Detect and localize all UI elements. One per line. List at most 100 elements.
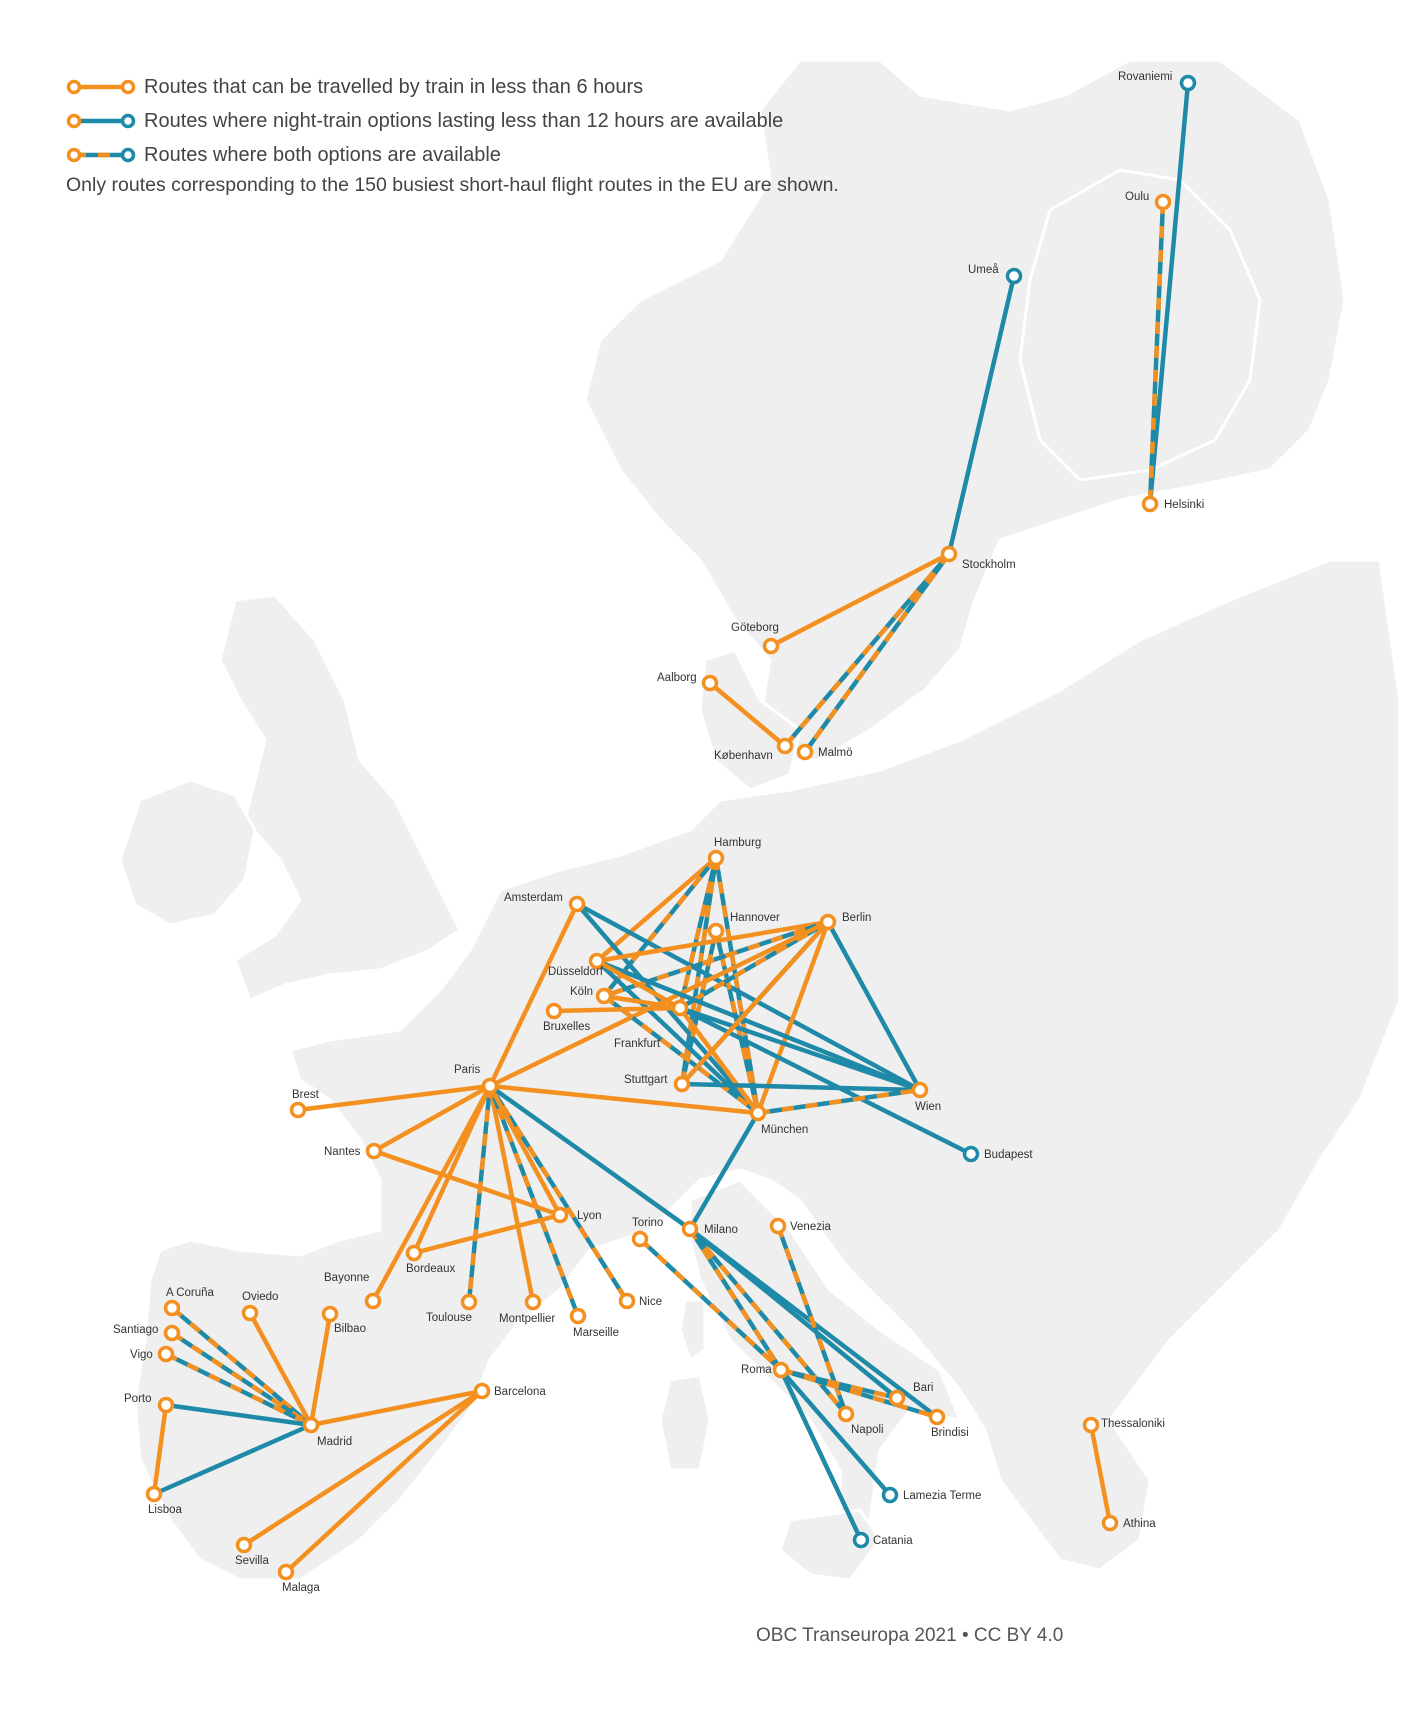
city-nice: Nice [618,1292,662,1310]
route-line-night [677,1005,923,1093]
city-hannover: Hannover [707,912,780,940]
city-marker [776,737,794,755]
route-line-night [778,1367,893,1498]
city-helsinki: Helsinki [1141,495,1204,513]
city-frankfurt: Frankfurt [614,999,689,1050]
city-label: Lyon [577,1210,602,1222]
route-rovaniemi-helsinki [1147,80,1191,507]
city-marker [460,1293,478,1311]
city-label: Bayonne [324,1272,369,1284]
city-aalborg: Aalborg [657,672,719,692]
city-nantes: Nantes [324,1142,383,1160]
route-dusseldorf-munchen [594,958,761,1116]
route-hamburg-munchen [713,855,761,1116]
city-milano: Milano [681,1220,738,1238]
route-line-both-dash [488,1084,629,1303]
city-torino: Torino [631,1217,663,1248]
city-label: Lamezia Terme [903,1490,981,1502]
city-sevilla: Sevilla [235,1536,269,1567]
city-label: Nice [639,1296,662,1308]
city-marker [681,1220,699,1238]
route-line-night [574,901,923,1093]
city-label: Sevilla [235,1555,269,1567]
city-label: Göteborg [731,622,779,634]
city-marker [524,1293,542,1311]
legend-swatch-train [66,79,136,95]
route-line-night [825,919,923,1093]
city-label: Oviedo [242,1291,278,1303]
city-marker [405,1244,423,1262]
city-label: Catania [873,1535,913,1547]
route-munchen-wien [755,1087,923,1116]
city-label: Stuttgart [624,1074,668,1086]
route-paris-montpellier [487,1083,536,1305]
city-label: Umeå [968,264,999,276]
city-malaga: Malaga [277,1563,320,1594]
route-line-train [1088,1422,1113,1526]
city-label: Berlin [842,912,871,924]
city-label: Frankfurt [614,1038,661,1050]
route-paris-bayonne [370,1083,493,1304]
city-venezia: Venezia [769,1217,832,1235]
route-line-night [679,1081,923,1093]
credit-line: OBC Transeuropa 2021 • CC BY 4.0 [756,1625,1064,1646]
city-label: Bordeaux [406,1263,455,1275]
city-marker [551,1206,569,1224]
route-line-night [946,273,1017,557]
route-milano-roma [687,1226,784,1373]
continental-europe-landmass [133,558,1402,1582]
city-roma: Roma [741,1361,790,1379]
route-line-both-dash [170,1306,313,1427]
city-marker [673,1075,691,1093]
city-marker [749,1104,767,1122]
city-lisboa: Lisboa [145,1485,182,1516]
city-paris: Paris [454,1064,499,1095]
great-britain-landmass [218,593,462,1002]
city-marker [796,743,814,761]
city-vigo: Vigo [130,1345,175,1363]
route-line-both-dash [170,1331,313,1427]
city-bilbao: Bilbao [321,1305,366,1335]
route-frankfurt-munchen [677,1005,761,1116]
city-marker [157,1345,175,1363]
city-label: Budapest [984,1149,1033,1161]
route-paris-milano [487,1083,693,1232]
route-paris-nice [487,1083,630,1304]
corsica-island [678,1298,707,1362]
city-label: Paris [454,1064,480,1076]
city-marker [631,1230,649,1248]
city-label: Lisboa [148,1504,182,1516]
route-line-both-dash [803,552,951,754]
city-marker [163,1299,181,1317]
route-amsterdam-wien [574,901,923,1093]
route-line-train [677,1005,761,1116]
route-line-both-dash [487,1085,581,1317]
city-umea: Umeå [968,264,1023,285]
legend-swatch-night [66,113,136,129]
city-lyon: Lyon [551,1206,602,1224]
route-line-night [594,958,923,1093]
city-label: Bruxelles [543,1021,591,1033]
route-line-both-dash [165,1351,312,1428]
city-oulu: Oulu [1125,191,1172,211]
city-marker [940,545,958,563]
city-wien: Wien [911,1081,941,1113]
city-brest: Brest [289,1089,320,1119]
route-paris-brest [295,1083,493,1113]
route-line-train [371,1083,493,1154]
route-paris-lyon [487,1083,563,1218]
route-line-both-dash [602,994,760,1115]
route-line-both-dash [638,1237,783,1372]
city-barcelona: Barcelona [473,1382,546,1400]
route-line-train [601,993,683,1011]
city-marker [772,1361,790,1379]
route-line-night [1147,80,1191,507]
land-layer [118,58,1402,1582]
route-paris-nantes [371,1083,493,1154]
city-amsterdam: Amsterdam [504,892,586,913]
city-toulouse: Toulouse [426,1293,478,1324]
city-label: Porto [124,1393,152,1405]
route-line-train [707,680,788,749]
city-bordeaux: Bordeaux [405,1244,455,1275]
route-hamburg-dusseldorf [594,855,719,964]
